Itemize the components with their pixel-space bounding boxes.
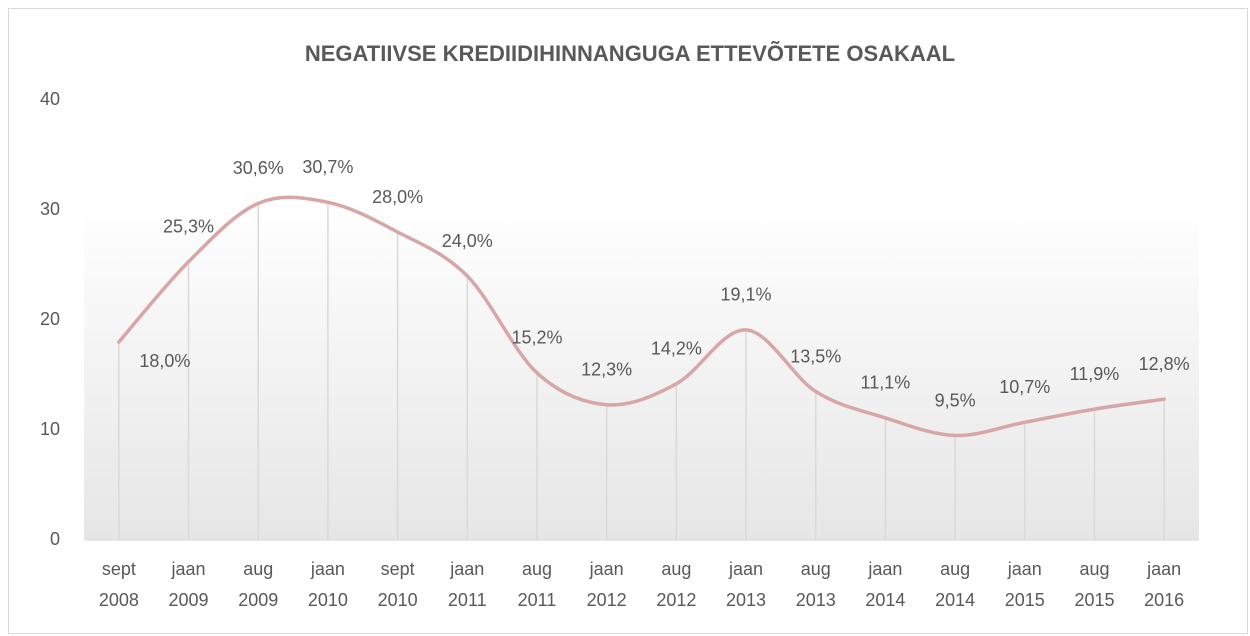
x-tick-label: jaan 2012 [587, 559, 627, 610]
x-tick-label: aug 2015 [1074, 559, 1114, 610]
data-label: 19,1% [721, 285, 772, 305]
data-label: 14,2% [651, 339, 702, 359]
x-tick-label: sept 2010 [378, 559, 418, 610]
x-tick-label: jaan 2015 [1005, 559, 1045, 610]
y-tick-label: 20 [40, 309, 60, 329]
data-label: 13,5% [790, 346, 841, 366]
data-label: 30,7% [302, 157, 353, 177]
x-tick-label: jaan 2014 [865, 559, 905, 610]
data-label: 11,9% [1070, 364, 1120, 384]
x-tick-label: aug 2013 [796, 559, 836, 610]
y-tick-label: 10 [40, 419, 60, 439]
x-tick-label: jaan 2009 [169, 559, 209, 610]
chart-title: NEGATIIVSE KREDIIDIHINNANGUGA ETTEVÕTETE… [305, 41, 955, 66]
x-tick-label: jaan 2011 [448, 559, 487, 610]
x-tick-label: aug 2014 [935, 559, 975, 610]
data-label: 30,6% [233, 158, 284, 178]
data-label: 18,0% [139, 351, 190, 371]
x-tick-label: aug 2012 [656, 559, 696, 610]
data-label: 24,0% [442, 231, 493, 251]
x-tick-label: aug 2009 [238, 559, 278, 610]
x-tick-label: aug 2011 [518, 559, 557, 610]
plot-background [84, 200, 1199, 540]
data-label: 12,8% [1139, 354, 1190, 374]
y-tick-label: 0 [50, 529, 60, 549]
y-tick-label: 40 [40, 89, 60, 109]
line-series [117, 195, 1166, 438]
data-label: 10,7% [999, 377, 1050, 397]
x-tick-label: jaan 2013 [726, 559, 766, 610]
data-label: 11,1% [861, 373, 911, 393]
data-label: 25,3% [163, 216, 214, 236]
data-label: 9,5% [935, 390, 976, 410]
x-tick-label: sept 2008 [99, 559, 139, 610]
y-tick-label: 30 [40, 199, 60, 219]
x-tick-label: jaan 2010 [308, 559, 348, 610]
data-label: 12,3% [581, 359, 632, 379]
x-tick-label: jaan 2016 [1144, 559, 1184, 610]
data-label: 28,0% [372, 187, 423, 207]
data-label: 15,2% [511, 328, 562, 348]
